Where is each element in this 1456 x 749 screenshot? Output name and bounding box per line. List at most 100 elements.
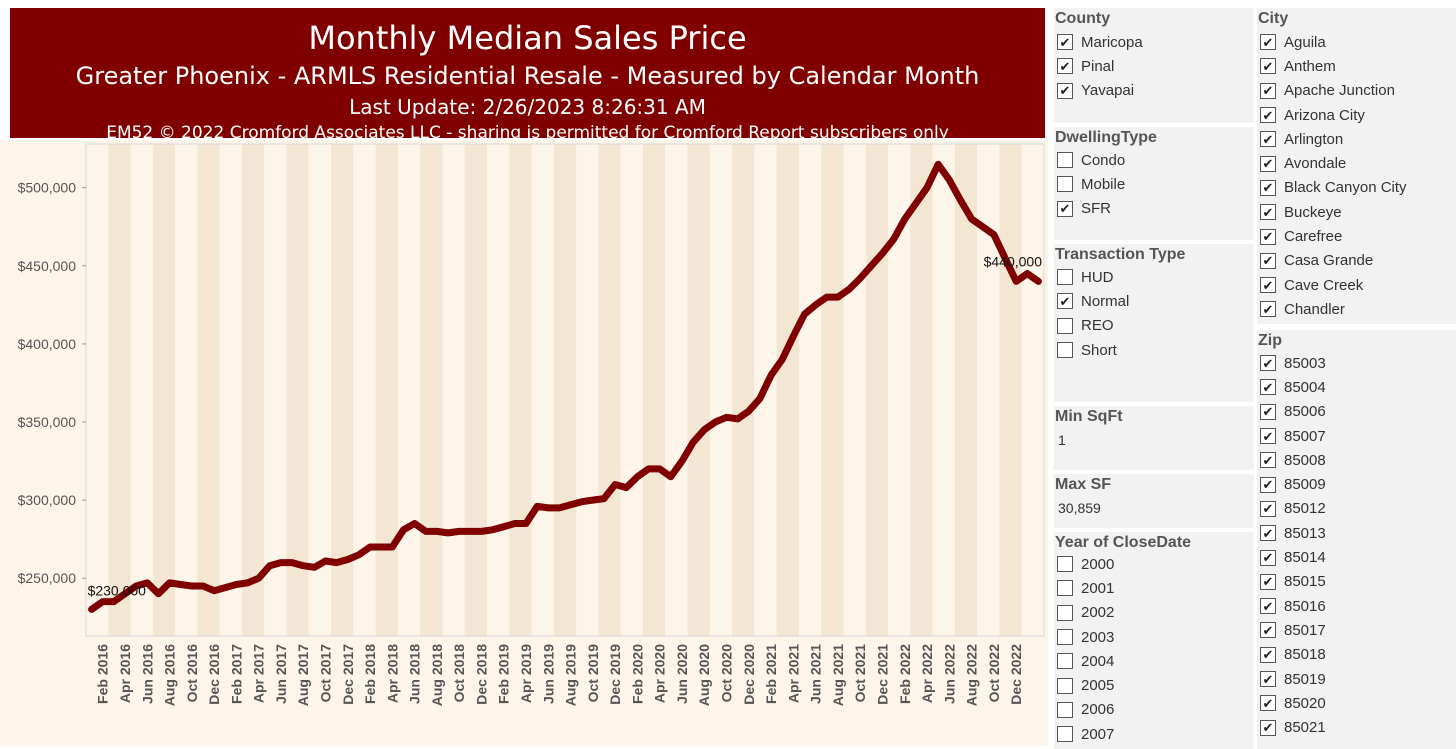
checkbox[interactable] [1057, 604, 1073, 621]
zip-option[interactable]: ✔ 85003 [1260, 351, 1326, 375]
checkbox[interactable] [1057, 701, 1073, 718]
city-option[interactable]: ✔ Buckeye [1260, 200, 1407, 224]
zip-option[interactable]: ✔ 85015 [1260, 570, 1326, 594]
zip-option[interactable]: ✔ 85019 [1260, 667, 1326, 691]
year-option[interactable]: 2006 [1057, 698, 1114, 722]
month-band [798, 144, 822, 636]
checkbox[interactable] [1057, 580, 1073, 597]
x-tick-label: Feb 2019 [496, 644, 512, 704]
checkbox[interactable]: ✔ [1057, 293, 1073, 310]
year-option[interactable]: 2003 [1057, 625, 1114, 649]
checkbox[interactable]: ✔ [1260, 671, 1276, 687]
city-option[interactable]: ✔ Black Canyon City [1260, 176, 1407, 200]
checkbox[interactable] [1057, 677, 1073, 694]
checkbox[interactable]: ✔ [1260, 34, 1276, 51]
county-option[interactable]: ✔ Maricopa [1057, 30, 1143, 54]
city-option[interactable]: ✔ Chandler [1260, 297, 1407, 321]
checkbox[interactable]: ✔ [1260, 228, 1276, 245]
zip-option[interactable]: ✔ 85009 [1260, 472, 1326, 496]
checkbox[interactable]: ✔ [1260, 179, 1276, 196]
checkbox[interactable] [1057, 152, 1073, 169]
year-option[interactable]: 2001 [1057, 576, 1114, 600]
zip-option[interactable]: ✔ 85012 [1260, 497, 1326, 521]
checkbox[interactable]: ✔ [1260, 549, 1276, 566]
checkbox[interactable]: ✔ [1057, 34, 1073, 51]
checkbox[interactable]: ✔ [1260, 719, 1276, 736]
month-band [576, 144, 599, 636]
checkbox[interactable] [1057, 653, 1073, 670]
zip-option[interactable]: ✔ 85007 [1260, 424, 1326, 448]
city-option[interactable]: ✔ Apache Junction [1260, 79, 1407, 103]
checkbox[interactable]: ✔ [1260, 646, 1276, 663]
checkbox[interactable]: ✔ [1057, 200, 1073, 217]
zip-option[interactable]: ✔ 85008 [1260, 448, 1326, 472]
checkbox[interactable]: ✔ [1260, 107, 1276, 124]
checkbox[interactable]: ✔ [1260, 252, 1276, 269]
checkbox[interactable]: ✔ [1260, 301, 1276, 318]
checkbox[interactable] [1057, 629, 1073, 646]
dwelling-option[interactable]: Condo [1057, 148, 1125, 172]
checkbox[interactable]: ✔ [1260, 204, 1276, 221]
checkbox[interactable] [1057, 556, 1073, 573]
city-option[interactable]: ✔ Aguila [1260, 30, 1407, 54]
city-option[interactable]: ✔ Anthem [1260, 54, 1407, 78]
city-option[interactable]: ✔ Cave Creek [1260, 273, 1407, 297]
checkbox[interactable]: ✔ [1260, 379, 1276, 396]
city-option[interactable]: ✔ Arizona City [1260, 103, 1407, 127]
checkbox[interactable]: ✔ [1260, 155, 1276, 172]
checkbox[interactable]: ✔ [1260, 525, 1276, 542]
checkbox[interactable] [1057, 269, 1073, 286]
year-option[interactable]: 2005 [1057, 673, 1114, 697]
checkbox[interactable]: ✔ [1260, 476, 1276, 493]
checkbox[interactable]: ✔ [1260, 355, 1276, 372]
zip-option[interactable]: ✔ 85017 [1260, 618, 1326, 642]
checkbox[interactable]: ✔ [1260, 131, 1276, 148]
zip-option[interactable]: ✔ 85016 [1260, 594, 1326, 618]
city-option[interactable]: ✔ Carefree [1260, 224, 1407, 248]
checkbox[interactable] [1057, 176, 1073, 193]
checkbox[interactable]: ✔ [1260, 277, 1276, 294]
year-option[interactable]: 2004 [1057, 649, 1114, 673]
city-option[interactable]: ✔ Casa Grande [1260, 249, 1407, 273]
checkbox[interactable] [1057, 317, 1073, 334]
transaction-option[interactable]: ✔ Normal [1057, 289, 1129, 313]
county-option[interactable]: ✔ Pinal [1057, 54, 1143, 78]
dwelling-option[interactable]: ✔ SFR [1057, 197, 1125, 221]
zip-option[interactable]: ✔ 85014 [1260, 545, 1326, 569]
checkbox[interactable]: ✔ [1260, 428, 1276, 445]
transaction-option[interactable]: REO [1057, 314, 1129, 338]
checkbox[interactable]: ✔ [1260, 82, 1276, 99]
year-option[interactable]: 2000 [1057, 552, 1114, 576]
city-option[interactable]: ✔ Arlington [1260, 127, 1407, 151]
dwelling-option[interactable]: Mobile [1057, 172, 1125, 196]
year-option[interactable]: 2002 [1057, 601, 1114, 625]
zip-option[interactable]: ✔ 85006 [1260, 400, 1326, 424]
max-sf-value[interactable]: 30,859 [1058, 500, 1101, 516]
city-option[interactable]: ✔ Avondale [1260, 151, 1407, 175]
zip-option[interactable]: ✔ 85020 [1260, 691, 1326, 715]
checkbox[interactable]: ✔ [1260, 695, 1276, 712]
checkbox[interactable]: ✔ [1260, 573, 1276, 590]
min-sqft-value[interactable]: 1 [1058, 432, 1066, 448]
checkmark-icon: ✔ [1059, 58, 1071, 74]
checkbox[interactable] [1057, 726, 1073, 743]
checkbox[interactable] [1057, 342, 1073, 359]
checkbox[interactable]: ✔ [1057, 58, 1073, 75]
checkbox[interactable]: ✔ [1260, 58, 1276, 75]
max-sf-filter: Max SF 30,859 [1054, 474, 1254, 528]
zip-option[interactable]: ✔ 85018 [1260, 643, 1326, 667]
checkbox[interactable]: ✔ [1260, 452, 1276, 469]
checkbox[interactable]: ✔ [1260, 622, 1276, 639]
transaction-option[interactable]: HUD [1057, 265, 1129, 289]
checkbox[interactable]: ✔ [1057, 82, 1073, 99]
transaction-option[interactable]: Short [1057, 338, 1129, 362]
year-option[interactable]: 2007 [1057, 722, 1114, 746]
zip-option[interactable]: ✔ 85021 [1260, 715, 1326, 739]
checkbox[interactable]: ✔ [1260, 598, 1276, 615]
zip-option[interactable]: ✔ 85013 [1260, 521, 1326, 545]
county-option[interactable]: ✔ Yavapai [1057, 79, 1143, 103]
zip-option[interactable]: ✔ 85004 [1260, 375, 1326, 399]
checkbox[interactable]: ✔ [1260, 500, 1276, 517]
dwelling-option-label: Condo [1081, 151, 1126, 169]
checkbox[interactable]: ✔ [1260, 403, 1276, 420]
